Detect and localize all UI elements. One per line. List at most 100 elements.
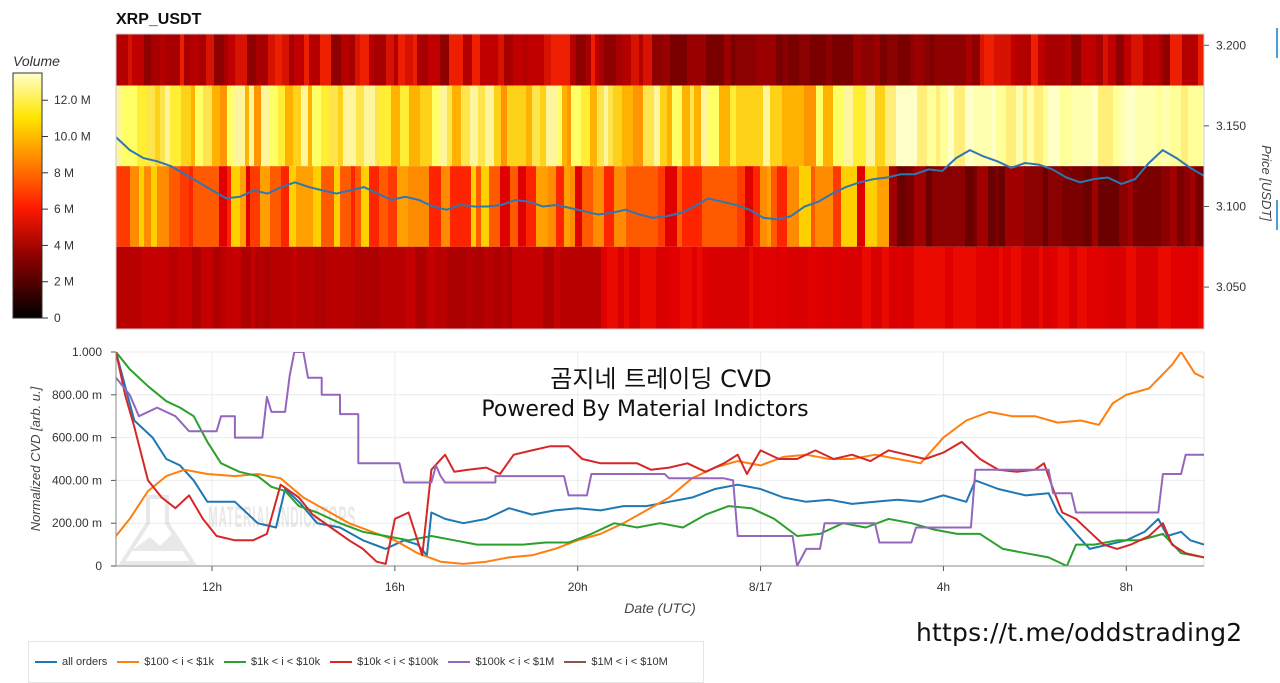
heatmap-cell-3-38 xyxy=(427,246,436,329)
heatmap-cell-0-36 xyxy=(394,34,399,86)
cvd-x-axis-label: Date (UTC) xyxy=(624,600,696,616)
heatmap-cell-0-126 xyxy=(1071,34,1082,86)
heatmap-cell-3-16 xyxy=(251,246,256,329)
heatmap-cell-1-33 xyxy=(356,85,365,167)
heatmap-cell-0-125 xyxy=(1065,34,1072,86)
heatmap-cell-1-86 xyxy=(770,85,783,167)
heatmap-cell-1-8 xyxy=(170,85,182,167)
heatmap-cell-2-29 xyxy=(340,166,352,247)
heatmap-cell-0-53 xyxy=(513,34,524,86)
heatmap-cell-3-33 xyxy=(380,246,387,329)
heatmap-cell-2-12 xyxy=(208,166,220,247)
heatmap-cells xyxy=(116,34,1204,329)
heatmap-cell-3-131 xyxy=(1183,246,1194,329)
heatmap-cell-3-85 xyxy=(816,246,824,329)
heatmap-cell-0-71 xyxy=(643,34,653,86)
heatmap-cell-1-73 xyxy=(667,85,673,167)
heatmap-cell-1-70 xyxy=(643,85,655,167)
cvd-y-tick-label: 800.00 m xyxy=(52,388,102,402)
heatmap-cell-0-14 xyxy=(214,34,225,86)
heatmap-cell-2-60 xyxy=(593,166,605,247)
heatmap-cell-2-113 xyxy=(1062,166,1074,247)
heatmap-cell-1-68 xyxy=(622,85,634,167)
heatmap-cell-3-127 xyxy=(1148,246,1159,329)
heatmap-cell-2-36 xyxy=(397,166,409,247)
heatmap-cell-0-59 xyxy=(563,34,571,86)
heatmap-cell-1-110 xyxy=(986,85,993,167)
heatmap-cell-0-117 xyxy=(1011,34,1016,86)
heatmap-cell-1-102 xyxy=(917,85,928,167)
heatmap-cell-1-69 xyxy=(633,85,644,167)
heatmap-cell-1-20 xyxy=(261,85,271,167)
heatmap-cell-1-5 xyxy=(155,85,161,167)
heatmap-cell-3-122 xyxy=(1099,246,1108,329)
heatmap-cell-1-56 xyxy=(540,85,547,167)
heatmap-cell-1-118 xyxy=(1043,85,1049,167)
heatmap-cell-0-139 xyxy=(1170,34,1183,86)
heatmap-cell-2-86 xyxy=(833,166,842,247)
heatmap-cell-2-89 xyxy=(857,166,866,247)
heatmap-cell-1-116 xyxy=(1027,85,1035,167)
heatmap-cell-3-1 xyxy=(125,246,133,329)
heatmap-cell-3-47 xyxy=(508,246,513,329)
heatmap-cell-1-96 xyxy=(860,85,867,167)
toolbar-marker-bottom xyxy=(1276,200,1278,230)
heatmap-cell-3-93 xyxy=(882,246,890,329)
colorbar-axis: 12.0 M 10.0 M 8 M 6 M 4 M 2 M 0 xyxy=(42,93,91,325)
heatmap-cell-1-37 xyxy=(391,85,401,167)
heatmap-cell-0-86 xyxy=(776,34,784,86)
heatmap-cell-0-84 xyxy=(756,34,765,86)
heatmap-cell-3-86 xyxy=(823,246,832,329)
legend-item-3[interactable]: $10k < i < $100k xyxy=(330,656,438,668)
heatmap-cell-3-69 xyxy=(692,246,698,329)
heatmap-title: XRP_USDT xyxy=(116,11,202,28)
heatmap-cell-1-137 xyxy=(1181,85,1189,167)
heatmap-cell-1-71 xyxy=(654,85,661,167)
legend-item-1[interactable]: $100 < i < $1k xyxy=(117,656,214,668)
telegram-link[interactable]: https://t.me/oddstrading2 xyxy=(916,618,1243,647)
heatmap-cell-0-127 xyxy=(1081,34,1090,86)
heatmap-cell-0-119 xyxy=(1021,34,1032,86)
heatmap-cell-2-73 xyxy=(726,166,738,247)
heatmap-cell-2-109 xyxy=(1031,166,1044,247)
heatmap-cell-1-135 xyxy=(1161,85,1171,167)
heatmap-cell-1-10 xyxy=(191,85,196,167)
heatmap-cell-3-60 xyxy=(607,246,619,329)
heatmap-cell-1-124 xyxy=(1084,85,1093,167)
legend-label: $10k < i < $100k xyxy=(357,656,439,668)
heatmap-cell-3-44 xyxy=(484,246,494,329)
heatmap-cell-3-76 xyxy=(742,246,750,329)
cvd-y-tick-label: 400.00 m xyxy=(52,473,102,487)
legend-item-0[interactable]: all orders xyxy=(35,656,107,668)
cvd-lines xyxy=(116,352,1204,566)
heatmap-cell-2-88 xyxy=(845,166,858,247)
heatmap-cell-2-33 xyxy=(369,166,380,247)
heatmap-cell-0-96 xyxy=(853,34,859,86)
heatmap-cell-3-126 xyxy=(1136,246,1149,329)
heatmap-cell-2-37 xyxy=(408,166,420,247)
heatmap-cell-1-112 xyxy=(996,85,1007,167)
cvd-x-axis: 12h 16h 20h 8/17 4h 8h xyxy=(202,566,1133,594)
legend-item-4[interactable]: $100k < i < $1M xyxy=(448,656,554,668)
heatmap-cell-3-128 xyxy=(1158,246,1166,329)
heatmap-cell-3-130 xyxy=(1171,246,1184,329)
heatmap-cell-1-128 xyxy=(1113,85,1120,167)
legend-item-5[interactable]: $1M < i < $10M xyxy=(564,656,668,668)
heatmap-cell-1-23 xyxy=(285,85,294,167)
heatmap-cell-1-98 xyxy=(875,85,886,167)
heatmap-cell-1-53 xyxy=(515,85,527,167)
heatmap-cell-0-85 xyxy=(764,34,777,86)
heatmap-cell-0-51 xyxy=(504,34,509,86)
cvd-x-tick-label: 4h xyxy=(937,580,950,594)
heatmap-cell-3-80 xyxy=(776,246,781,329)
heatmap-cell-0-82 xyxy=(735,34,748,86)
heatmap-cell-1-43 xyxy=(447,85,453,167)
heatmap-cell-1-130 xyxy=(1125,85,1136,167)
heatmap-cell-3-132 xyxy=(1193,246,1199,329)
heatmap-cell-1-49 xyxy=(485,85,495,167)
cvd-series-line-2 xyxy=(116,352,1204,566)
heatmap-cell-3-39 xyxy=(435,246,448,329)
heatmap-cell-1-38 xyxy=(400,85,410,167)
legend-item-2[interactable]: $1k < i < $10k xyxy=(223,656,320,668)
legend-swatch xyxy=(117,661,140,663)
